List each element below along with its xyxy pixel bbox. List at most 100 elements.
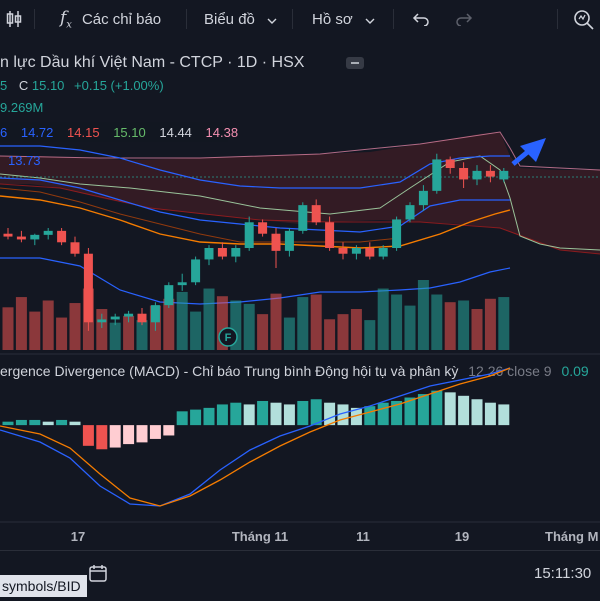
indicators-button[interactable]: fx Các chỉ báo: [60, 0, 161, 38]
candle: [150, 302, 160, 331]
macd-hist-bar: [136, 425, 148, 443]
legend-settings-icon[interactable]: [346, 57, 364, 69]
volume-bar: [109, 322, 121, 350]
volume-bar: [29, 311, 41, 350]
volume-bar: [377, 288, 389, 350]
chevron-down-icon: [267, 11, 277, 28]
candle: [485, 165, 495, 183]
candle: [177, 273, 187, 291]
macd-signal-line: [0, 367, 511, 507]
ichimoku-lagging: 15.10: [113, 125, 146, 140]
candles: [3, 153, 509, 331]
volume-bar: [310, 294, 322, 350]
redo-icon[interactable]: [455, 0, 473, 38]
volume-bar: [471, 309, 483, 350]
candle: [97, 313, 107, 328]
volume-bar: [297, 297, 309, 350]
macd-hist-bar: [257, 400, 269, 426]
volume-bar: [123, 315, 135, 350]
candle: [83, 248, 93, 331]
volume-bar: [257, 314, 269, 350]
volume-bar: [350, 309, 362, 350]
candle: [217, 242, 227, 260]
macd-legend-row[interactable]: ergence Divergence (MACD) - Chỉ báo Trun…: [0, 363, 589, 379]
ichimoku-prefix: 6: [0, 125, 7, 140]
symbol-title[interactable]: n lực Dầu khí Việt Nam - CTCP · 1D · HSX: [0, 54, 305, 71]
volume-bar: [230, 300, 242, 350]
macd-hist-bar: [2, 421, 14, 426]
x-tick-label: Tháng 11: [232, 529, 288, 544]
macd-hist-bar: [484, 402, 496, 426]
bb-middle-line: [0, 177, 510, 233]
candle: [338, 242, 348, 260]
macd-hist-bar: [56, 419, 68, 426]
x-tick-label: 19: [455, 529, 469, 544]
x-tick-label: 11: [356, 529, 370, 544]
candle: [325, 216, 335, 251]
volume-bar: [56, 317, 68, 350]
x-tick-label: 17: [71, 529, 85, 544]
clock-time[interactable]: 15:11:30: [534, 565, 592, 582]
chart-type-button[interactable]: Biểu đồ: [204, 0, 277, 38]
candle: [57, 228, 67, 246]
macd-hist-bar: [297, 400, 309, 426]
candle: [311, 199, 321, 226]
profile-button[interactable]: Hồ sơ: [312, 0, 375, 38]
candle: [405, 202, 415, 223]
volume-bar: [190, 311, 202, 350]
candle: [30, 233, 40, 246]
candle: [499, 168, 509, 183]
change-value: +0.15 (+1.00%): [74, 78, 164, 93]
candle: [445, 156, 455, 174]
volume-bar: [163, 298, 175, 350]
candle: [124, 310, 134, 323]
volume-bar: [404, 305, 416, 350]
macd-hist-bar: [350, 407, 362, 426]
macd-hist-bar: [283, 404, 295, 426]
ichimoku-lead-b: 14.38: [206, 125, 239, 140]
volume-bar: [96, 309, 108, 350]
volume-bar: [444, 302, 456, 350]
volume-bar: [391, 294, 403, 350]
macd-hist-bar: [444, 392, 456, 426]
candle: [298, 202, 308, 234]
top-toolbar: fx Các chỉ báo Biểu đồ Hồ sơ: [0, 0, 600, 39]
ichimoku-conversion: 14.72: [21, 125, 54, 140]
macd-hist-bar: [15, 419, 27, 426]
volume-bar: [243, 303, 255, 350]
macd-hist-bar: [364, 406, 376, 426]
candle: [191, 256, 201, 286]
candle: [137, 308, 147, 326]
volume-bar: [458, 300, 470, 350]
candle: [258, 219, 268, 237]
close-value: 15.10: [32, 78, 65, 93]
macd-hist-bar: [42, 421, 54, 426]
candle: [351, 245, 361, 260]
volume-bar: [216, 296, 228, 350]
chart-canvas[interactable]: F n lực Dầu khí Việt Nam - CTCP · 1D · H…: [0, 38, 600, 550]
macd-params: 12 26 close 9: [468, 363, 551, 379]
candles-icon[interactable]: [6, 0, 22, 38]
macd-hist-bar: [471, 399, 483, 426]
volume-bar: [484, 298, 496, 350]
macd-hist-bar: [29, 419, 41, 426]
calendar-icon[interactable]: [88, 563, 108, 588]
volume-bar: [498, 297, 510, 350]
undo-icon[interactable]: [412, 0, 430, 38]
macd-hist-bar: [203, 407, 215, 426]
macd-hist-bar: [337, 404, 349, 426]
svg-text:F: F: [225, 332, 232, 344]
macd-hist-bar: [96, 425, 108, 450]
volume-bar: [337, 314, 349, 350]
search-icon[interactable]: [572, 0, 594, 38]
macd-hist-bar: [458, 395, 470, 426]
bb-value: 13.73: [8, 153, 41, 168]
dividend-marker[interactable]: F: [218, 327, 238, 347]
candle: [70, 236, 80, 257]
volume-bar: [15, 297, 27, 350]
forecast-arrow-icon[interactable]: [511, 138, 546, 166]
symbol-path-tooltip: symbols/BID: [0, 575, 87, 597]
macd-hist-bar: [377, 402, 389, 426]
macd-hist-bar: [109, 425, 121, 448]
ohlc-tail: 5: [0, 78, 7, 93]
